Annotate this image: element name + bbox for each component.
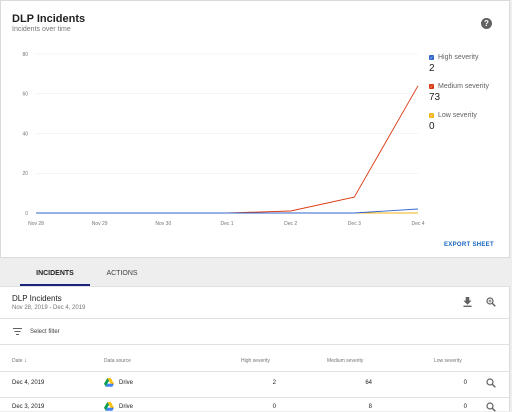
drive-icon (104, 378, 114, 387)
zoom-icon[interactable] (486, 297, 496, 307)
check-icon[interactable]: ✓ (429, 84, 434, 89)
column-header-label: Date (12, 358, 23, 364)
x-tick-label: Dec 1 (220, 221, 233, 227)
cell-date: Dec 3, 2019 (12, 404, 45, 410)
tab-actions[interactable]: ACTIONS (106, 270, 138, 277)
x-tick-label: Nov 29 (92, 221, 108, 227)
export-sheet-button[interactable]: EXPORT SHEET (444, 242, 494, 248)
legend-label: Medium severity (438, 83, 489, 90)
download-icon[interactable] (463, 297, 472, 307)
legend-label: Low severity (438, 112, 477, 119)
cell-low-severity: 0 (463, 380, 467, 386)
card-title: DLP Incidents (12, 13, 86, 25)
x-tick-label: Dec 3 (348, 221, 361, 227)
divider (0, 371, 510, 372)
column-header-medium-severity[interactable]: Medium severity (327, 358, 364, 364)
check-icon[interactable]: ✓ (429, 113, 434, 118)
x-tick-label: Dec 2 (284, 221, 297, 227)
divider (0, 318, 510, 319)
cell-date: Dec 4, 2019 (12, 380, 45, 386)
table-date-range: Nov 28, 2019 - Dec 4, 2019 (12, 305, 86, 311)
cell-data-source: Drive (119, 404, 134, 410)
cell-high-severity: 0 (272, 404, 276, 410)
filter-icon[interactable] (13, 328, 22, 335)
y-tick-label: 40 (22, 131, 28, 137)
help-icon[interactable]: ? (481, 18, 492, 29)
legend-value: 0 (429, 121, 435, 132)
y-tick-label: 80 (22, 52, 28, 58)
cell-low-severity: 0 (463, 404, 467, 410)
sort-arrow-icon[interactable]: ↓ (23, 358, 27, 364)
series-line-high-severity (36, 208, 419, 214)
incidents-chart-card (0, 0, 510, 258)
column-header-data-source[interactable]: Data source (104, 358, 131, 364)
cell-data-source: Drive (119, 380, 134, 386)
divider (0, 397, 510, 398)
cell-high-severity: 2 (272, 380, 276, 386)
x-tick-label: Nov 28 (28, 221, 44, 227)
table-title: DLP Incidents (12, 294, 62, 303)
legend-value: 73 (429, 92, 441, 103)
x-tick-label: Dec 4 (411, 221, 424, 227)
tab-incidents[interactable]: INCIDENTS (36, 270, 74, 277)
zoom-icon[interactable] (486, 378, 496, 388)
card-subtitle: Incidents over time (12, 26, 71, 33)
cell-medium-severity: 8 (368, 404, 372, 410)
y-tick-label: 0 (25, 211, 28, 217)
legend-value: 2 (429, 63, 435, 74)
incidents-table-card (0, 286, 510, 411)
column-header-high-severity[interactable]: High severity (241, 358, 270, 364)
series-line-medium-severity (36, 85, 419, 214)
divider (0, 344, 510, 345)
check-icon[interactable]: ✓ (429, 55, 434, 60)
column-header-low-severity[interactable]: Low severity (434, 358, 462, 364)
y-tick-label: 60 (22, 92, 28, 98)
active-tab-indicator (20, 284, 90, 286)
cell-medium-severity: 64 (365, 380, 372, 386)
legend-label: High severity (438, 54, 479, 61)
x-tick-label: Nov 30 (155, 221, 171, 227)
column-header-date[interactable]: Date ↓ (12, 358, 27, 364)
y-tick-label: 20 (22, 171, 28, 177)
drive-icon (104, 402, 114, 411)
select-filter-input[interactable]: Select filter (30, 329, 60, 335)
